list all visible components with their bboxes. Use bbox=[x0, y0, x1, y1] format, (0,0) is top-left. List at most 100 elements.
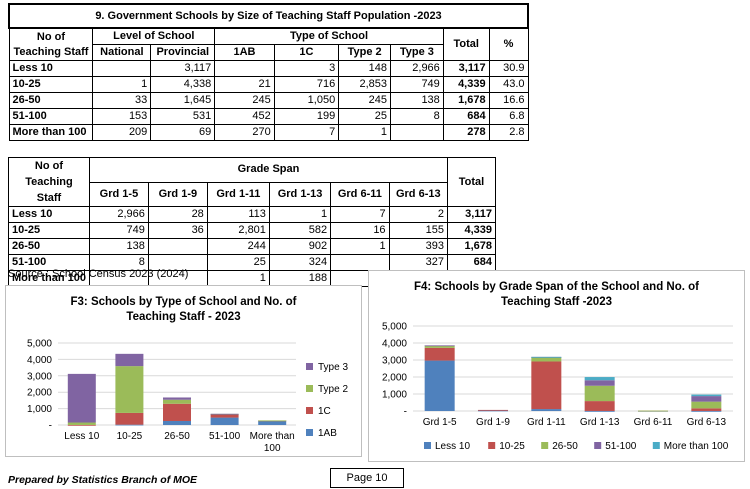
bar-segment bbox=[163, 420, 191, 425]
x-tick-label: Grd 1-13 bbox=[580, 417, 620, 428]
row-label: 26-50 bbox=[8, 92, 94, 109]
table-cell: 1 bbox=[268, 206, 332, 223]
x-tick-label: Grd 6-11 bbox=[634, 417, 673, 428]
col-header: Grd 6-13 bbox=[388, 181, 449, 207]
table-row: 10-25 1 4,338 21 716 2,853 749 4,339 43.0 bbox=[8, 76, 529, 93]
table-cell: 324 bbox=[268, 254, 332, 271]
bar-segment bbox=[424, 345, 455, 347]
chart-f4-plot: - 1,000 2,000 3,000 4,000 5,000 Grd 1-5 Grd 1-9… bbox=[382, 322, 733, 452]
y-tick-label: - bbox=[49, 421, 52, 432]
bar-segment bbox=[691, 394, 722, 397]
y-tick-label: 2,000 bbox=[382, 373, 407, 384]
table-cell: 36 bbox=[147, 222, 208, 239]
row-pct: 43.0 bbox=[488, 76, 529, 93]
table-cell: 452 bbox=[214, 108, 275, 125]
row-label: 10-25 bbox=[8, 76, 94, 93]
table-cell: 4,338 bbox=[150, 76, 216, 93]
bar-segment bbox=[258, 420, 287, 422]
legend-swatch bbox=[306, 385, 313, 392]
table-cell: 327 bbox=[388, 254, 449, 271]
col-header: Type 2 bbox=[338, 44, 391, 61]
y-tick-label: 5,000 bbox=[382, 322, 407, 333]
bar-segment bbox=[163, 403, 191, 421]
bar-segment bbox=[67, 424, 96, 426]
row-total: 4,339 bbox=[447, 222, 496, 239]
table-cell: 245 bbox=[338, 92, 391, 109]
col-header-total: Total bbox=[447, 157, 496, 207]
bar-segment bbox=[691, 401, 722, 409]
x-tick-label: 10-25 bbox=[117, 431, 143, 442]
table-cell bbox=[390, 124, 444, 141]
col-header: Grd 1-5 bbox=[88, 181, 149, 207]
table-cell: 199 bbox=[273, 108, 340, 125]
row-total: 684 bbox=[447, 254, 496, 271]
col-header: Grd 1-11 bbox=[206, 181, 270, 207]
table-row: 51-100 153 531 452 199 25 8 684 6.8 bbox=[8, 108, 529, 125]
legend-swatch bbox=[306, 407, 313, 414]
row-total: 684 bbox=[442, 108, 490, 125]
chart-title: F3: Schools by Type of School and No. of… bbox=[70, 296, 297, 323]
row-label: 51-100 bbox=[8, 108, 94, 125]
x-tick-label: Grd 1-9 bbox=[476, 417, 510, 428]
x-tick-label: Grd 6-13 bbox=[687, 417, 727, 428]
group-header-level: Level of School bbox=[92, 27, 216, 45]
legend-label: Less 10 bbox=[435, 441, 470, 452]
table-cell: 28 bbox=[147, 206, 208, 223]
legend-label: Type 2 bbox=[318, 384, 348, 395]
table-row: Less 10 2,966 28 113 1 7 2 3,117 bbox=[8, 206, 496, 223]
table-title: 9. Government Schools by Size of Teachin… bbox=[8, 3, 529, 29]
legend-label: More than 100 bbox=[664, 441, 729, 452]
row-total: 3,117 bbox=[442, 60, 490, 77]
row-total: 4,339 bbox=[442, 76, 490, 93]
x-tick-label: 26-50 bbox=[164, 431, 190, 442]
bar-segment bbox=[691, 408, 722, 411]
table-cell: 531 bbox=[150, 108, 216, 125]
bar-segment bbox=[67, 373, 96, 423]
table-cell: 2,801 bbox=[206, 222, 270, 239]
legend-label: 1C bbox=[318, 406, 331, 417]
row-total: 3,117 bbox=[447, 206, 496, 223]
table-cell: 25 bbox=[206, 254, 270, 271]
grade-span-table: No of Teaching Staff Grade Span Total Gr… bbox=[8, 157, 496, 287]
table-cell: 148 bbox=[338, 60, 391, 77]
table-row: Less 10 3,117 3 148 2,966 3,117 30.9 bbox=[8, 60, 529, 77]
table-cell: 1,050 bbox=[273, 92, 340, 109]
group-header-grade-span: Grade Span bbox=[88, 157, 449, 183]
chart-f4: F4: Schools by Grade Span of the School … bbox=[368, 270, 745, 462]
x-tick-label: More than bbox=[250, 431, 295, 442]
table-cell: 749 bbox=[390, 76, 444, 93]
legend-label: 10-25 bbox=[499, 441, 525, 452]
source-note: Source : School Census 2023 (2024) bbox=[8, 268, 189, 280]
row-label: Less 10 bbox=[8, 60, 94, 77]
bar-segment bbox=[584, 385, 615, 402]
table-cell: 2,853 bbox=[338, 76, 391, 93]
row-label: 26-50 bbox=[8, 238, 90, 255]
bar-segment bbox=[210, 414, 239, 418]
bar-segment bbox=[115, 353, 144, 367]
bar-segment bbox=[478, 410, 508, 412]
row-total: 1,678 bbox=[442, 92, 490, 109]
x-tick-label: Grd 1-11 bbox=[527, 417, 566, 428]
bar-segment bbox=[691, 410, 722, 412]
table-row: More than 100 209 69 270 7 1 278 2.8 bbox=[8, 124, 529, 141]
y-tick-label: 5,000 bbox=[27, 339, 52, 350]
legend-label: 26-50 bbox=[552, 441, 578, 452]
bar-segment bbox=[424, 360, 455, 411]
col-header: Provincial bbox=[150, 44, 216, 61]
table-cell: 393 bbox=[388, 238, 449, 255]
row-total: 1,678 bbox=[447, 238, 496, 255]
col-header-total: Total bbox=[442, 27, 490, 61]
col-header: Grd 6-11 bbox=[330, 181, 390, 207]
col-header-no-staff: No of Teaching Staff bbox=[8, 157, 90, 207]
table-cell: 69 bbox=[150, 124, 216, 141]
bar-segment bbox=[531, 361, 562, 410]
table-cell: 2 bbox=[388, 206, 449, 223]
table-cell bbox=[92, 60, 152, 77]
table-cell: 716 bbox=[273, 76, 340, 93]
x-tick-label: Less 10 bbox=[64, 431, 99, 442]
table-cell: 749 bbox=[88, 222, 149, 239]
y-tick-label: 1,000 bbox=[382, 390, 407, 401]
row-label: 10-25 bbox=[8, 222, 90, 239]
table-cell bbox=[147, 238, 208, 255]
bar-segment bbox=[584, 380, 615, 386]
